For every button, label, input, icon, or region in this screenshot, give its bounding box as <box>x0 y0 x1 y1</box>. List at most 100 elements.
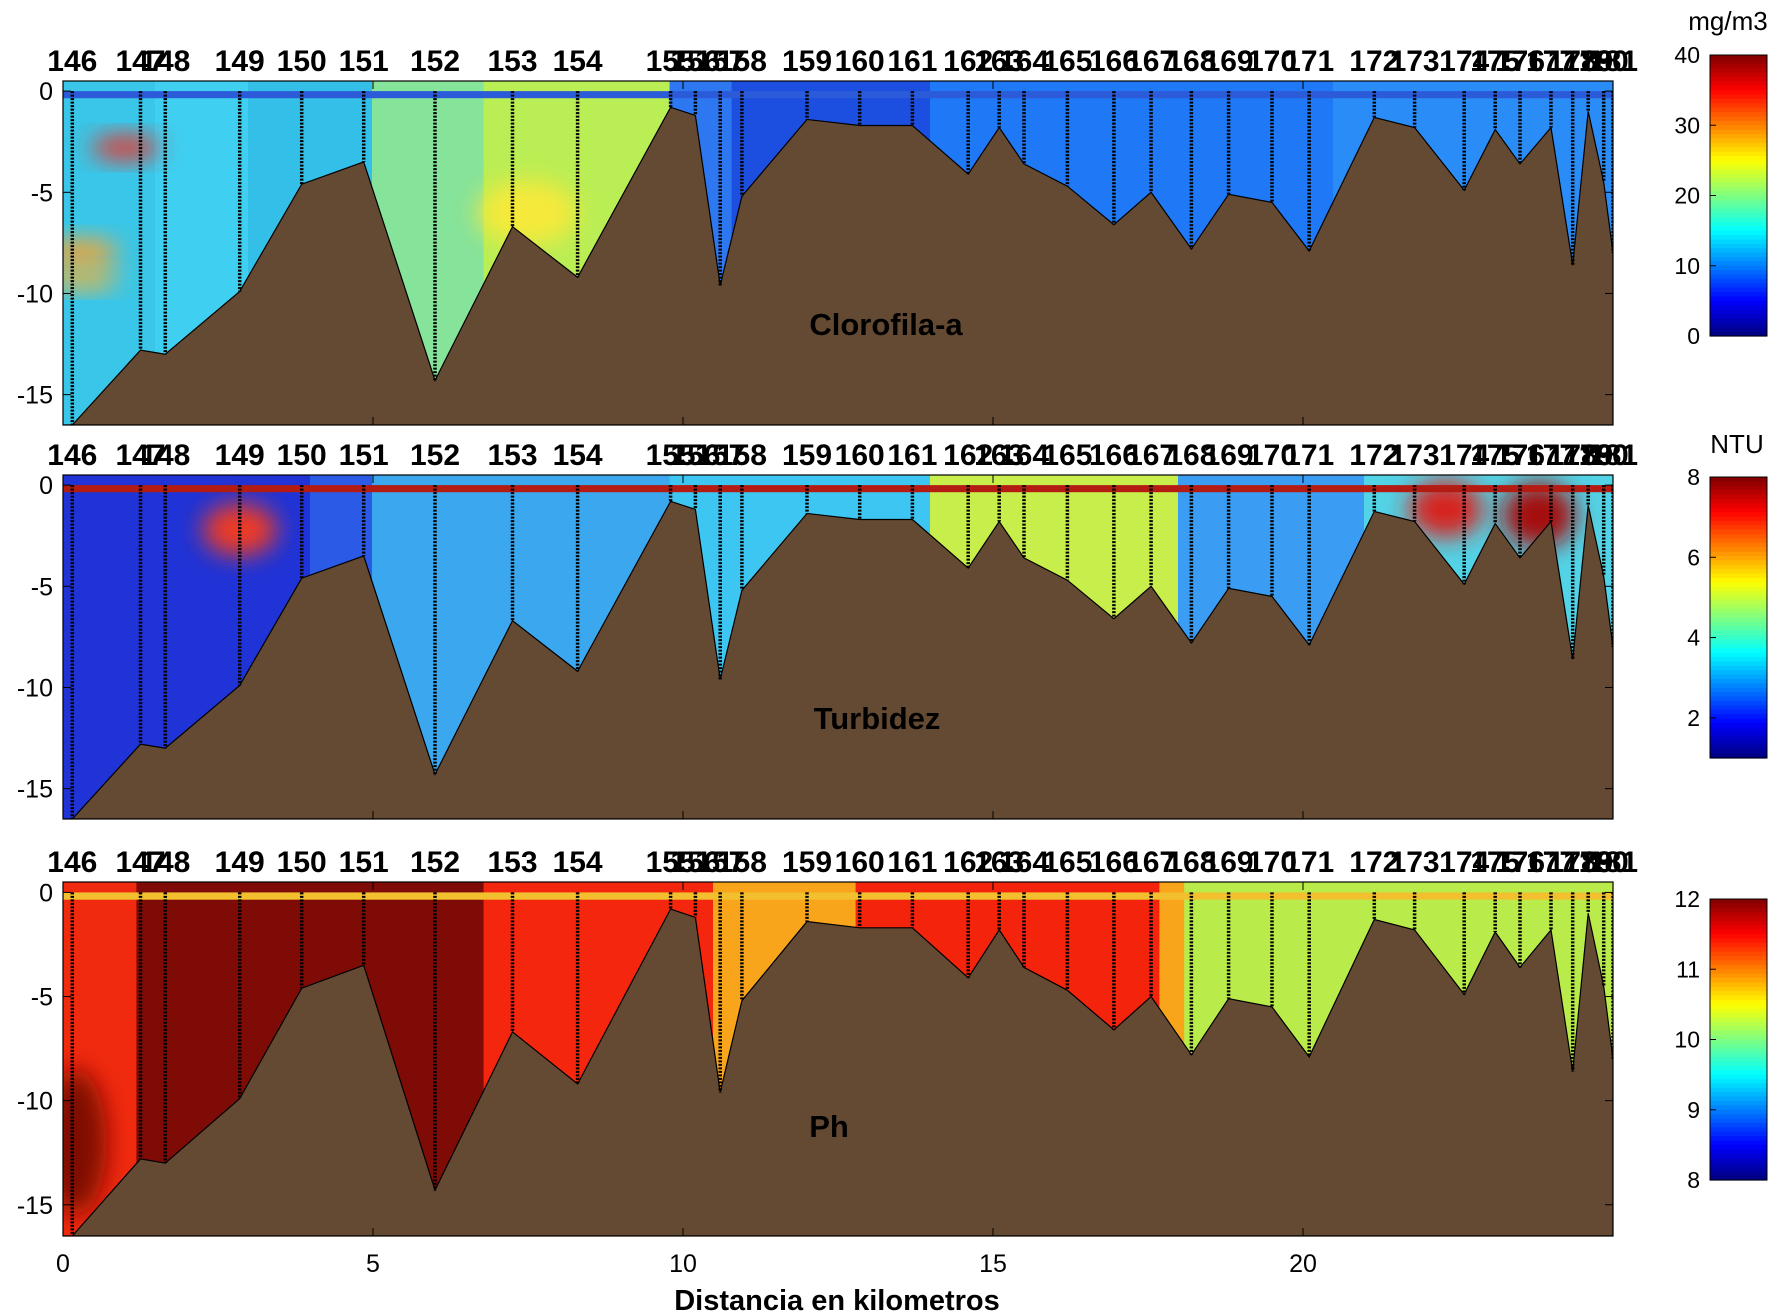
turbidity-colorbar-swatch <box>1710 718 1767 724</box>
ph-y-ticks: 0 -5 -10 -15 <box>17 879 1613 1236</box>
chlorophyll-colorbar-swatch <box>1710 230 1767 236</box>
turbidity-colorbar-swatch <box>1710 586 1767 592</box>
ph-colorbar-tick-label: 12 <box>1674 886 1700 912</box>
chlorophyll-field-highlight <box>90 135 160 160</box>
turbidity-station-label: 166 <box>1089 439 1139 472</box>
turbidity-colorbar-swatch <box>1710 635 1767 641</box>
chlorophyll-colorbar-swatch <box>1710 81 1767 87</box>
turbidity-colorbar-swatch <box>1710 481 1767 487</box>
turbidity-colorbar-swatch <box>1710 731 1767 737</box>
ph-colorbar-swatch <box>1710 1008 1767 1014</box>
ph-y-tick-label: -10 <box>17 1088 53 1116</box>
ph-station-label: 154 <box>553 846 603 879</box>
turbidity-colorbar-swatch <box>1710 573 1767 579</box>
ph-station-label: 169 <box>1204 846 1254 879</box>
turbidity-surface-layer <box>63 485 1613 493</box>
chlorophyll-colorbar-swatch <box>1710 151 1767 157</box>
ph-panel-title: Ph <box>809 1109 849 1144</box>
ph-colorbar-swatch <box>1710 991 1767 997</box>
chlorophyll-colorbar-swatch <box>1710 221 1767 227</box>
turbidity-station-label: 172 <box>1349 439 1399 472</box>
ph-station-label: 153 <box>487 846 537 879</box>
chlorophyll-station-label: 156 <box>670 45 720 78</box>
chlorophyll-field-highlight <box>63 269 119 290</box>
chlorophyll-station-label: 164 <box>999 45 1049 78</box>
x-tick-label: 15 <box>979 1250 1007 1278</box>
turbidity-colorbar-swatch <box>1710 520 1767 526</box>
chlorophyll-colorbar-swatch <box>1710 177 1767 183</box>
chlorophyll-station-label: 149 <box>215 45 265 78</box>
ph-colorbar-swatch <box>1710 1158 1767 1164</box>
ph-colorbar-swatch <box>1710 1171 1767 1177</box>
turbidity-colorbar-swatch <box>1710 670 1767 676</box>
turbidity-colorbar-swatch <box>1710 485 1767 491</box>
chlorophyll-colorbar-swatch <box>1710 72 1767 78</box>
chlorophyll-station-label: 150 <box>277 45 327 78</box>
chlorophyll-colorbar-swatch <box>1710 256 1767 262</box>
chlorophyll-station-label: 157 <box>695 45 745 78</box>
ph-colorbar-tick-label: 8 <box>1687 1167 1700 1193</box>
x-axis-ticks: 0 5 10 15 20 <box>56 1250 1317 1278</box>
turbidity-colorbar-swatch <box>1710 661 1767 667</box>
chlorophyll-colorbar-swatch <box>1710 142 1767 148</box>
turbidity-section-plot <box>63 475 1613 819</box>
ph-colorbar-swatch <box>1710 1100 1767 1106</box>
turbidity-colorbar-swatch <box>1710 665 1767 671</box>
turbidity-colorbar-swatch <box>1710 683 1767 689</box>
ph-colorbar-swatch <box>1710 951 1767 957</box>
ph-station-label: 168 <box>1166 846 1216 879</box>
ph-colorbar-swatch <box>1710 1035 1767 1041</box>
chlorophyll-station-label: 160 <box>835 45 885 78</box>
ph-colorbar-swatch <box>1710 1061 1767 1067</box>
ph-colorbar-swatch <box>1710 1048 1767 1054</box>
ph-colorbar-swatch <box>1710 982 1767 988</box>
x-tick-label: 10 <box>669 1250 697 1278</box>
chlorophyll-station-label: 178 <box>1548 45 1598 78</box>
turbidity-station-label: 179 <box>1563 439 1613 472</box>
chlorophyll-colorbar: mg/m3 0 10 20 30 40 <box>1674 6 1767 349</box>
chlorophyll-colorbar-swatch <box>1710 278 1767 284</box>
ph-colorbar-swatch <box>1710 995 1767 1001</box>
turbidity-colorbar-swatch <box>1710 744 1767 750</box>
ph-station-label: 150 <box>277 846 327 879</box>
chlorophyll-colorbar-swatch <box>1710 116 1767 122</box>
ph-colorbar-swatch <box>1710 1004 1767 1010</box>
chlorophyll-colorbar-swatch <box>1710 327 1767 333</box>
turbidity-colorbar-swatch <box>1710 529 1767 535</box>
turbidity-station-label: 165 <box>1042 439 1092 472</box>
chlorophyll-station-label: 175 <box>1470 45 1520 78</box>
turbidity-station-label: 181 <box>1588 439 1638 472</box>
turbidity-colorbar-swatch <box>1710 503 1767 509</box>
turbidity-station-label: 170 <box>1247 439 1297 472</box>
turbidity-colorbar-swatch <box>1710 551 1767 557</box>
chlorophyll-colorbar-swatch <box>1710 155 1767 161</box>
x-tick-label: 20 <box>1289 1250 1317 1278</box>
chlorophyll-colorbar-swatch <box>1710 134 1767 140</box>
x-axis-label: Distancia en kilometros <box>674 1285 1000 1314</box>
ph-colorbar-tick-label: 10 <box>1674 1027 1700 1053</box>
turbidity-colorbar-swatch <box>1710 512 1767 518</box>
turbidity-station-label: 149 <box>215 439 265 472</box>
turbidity-panel-title: Turbidez <box>814 701 941 736</box>
turbidity-colorbar-swatch <box>1710 498 1767 504</box>
turbidity-seafloor <box>63 500 1613 819</box>
chlorophyll-colorbar-swatch <box>1710 309 1767 315</box>
chlorophyll-colorbar-swatch <box>1710 94 1767 100</box>
ph-field-highlight <box>63 1069 107 1216</box>
ph-colorbar-swatch <box>1710 1065 1767 1071</box>
turbidity-y-ticks: 0 -5 -10 -15 <box>17 472 1613 819</box>
chlorophyll-colorbar-swatch <box>1710 55 1767 60</box>
chlorophyll-y-ticks: 0 -5 -10 -15 <box>17 78 1613 425</box>
turbidity-station-label: 164 <box>999 439 1049 472</box>
ph-station-label: 147 <box>115 846 165 879</box>
ph-colorbar-swatch <box>1710 1013 1767 1019</box>
turbidity-station-label: 174 <box>1439 439 1489 472</box>
turbidity-colorbar: NTU 2 4 6 8 <box>1687 429 1768 759</box>
ph-colorbar-swatch <box>1710 1153 1767 1159</box>
chlorophyll-station-label: 171 <box>1284 45 1334 78</box>
chlorophyll-station-label: 174 <box>1439 45 1489 78</box>
ph-station-label: 165 <box>1042 846 1092 879</box>
chlorophyll-colorbar-swatch <box>1710 186 1767 192</box>
ph-surface-layer <box>63 892 1613 900</box>
